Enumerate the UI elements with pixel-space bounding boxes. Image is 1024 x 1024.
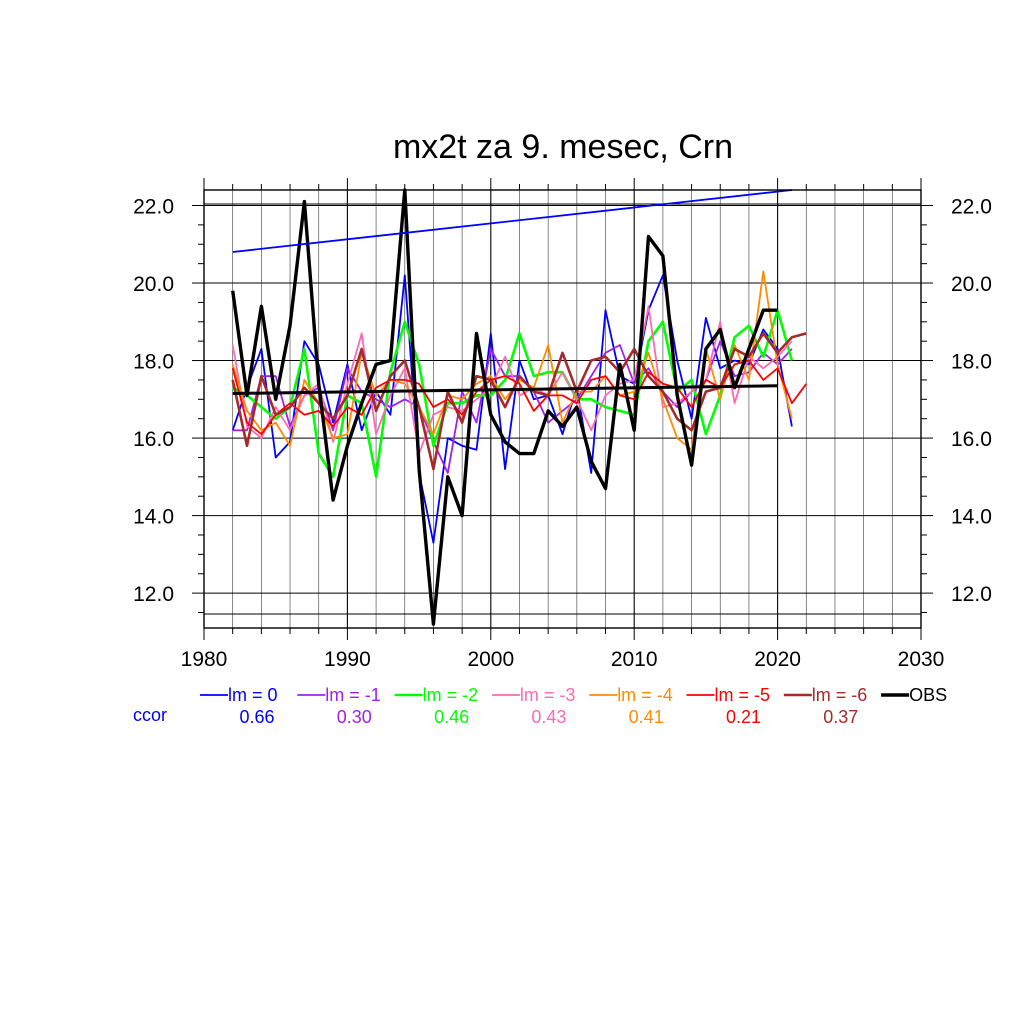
y-tick-label-right: 14.0 bbox=[951, 506, 992, 529]
legend-label: lm = 0 bbox=[228, 685, 278, 705]
legend-label: OBS bbox=[909, 685, 947, 705]
y-tick-label-left: 20.0 bbox=[133, 273, 174, 296]
y-tick-label-right: 22.0 bbox=[951, 196, 992, 219]
x-tick-label: 1980 bbox=[181, 648, 228, 671]
series-line bbox=[231, 188, 778, 626]
x-tick-label: 2000 bbox=[467, 648, 514, 671]
y-tick-label-left: 16.0 bbox=[133, 428, 174, 451]
y-tick-label-left: 18.0 bbox=[133, 351, 174, 374]
ccor-value: 0.21 bbox=[726, 707, 761, 727]
y-tick-label-left: 12.0 bbox=[133, 583, 174, 606]
ccor-value: 0.41 bbox=[629, 707, 664, 727]
y-tick-label-right: 12.0 bbox=[951, 583, 992, 606]
ccor-value: 0.30 bbox=[337, 707, 372, 727]
trend-line bbox=[232, 189, 793, 253]
y-tick-label-right: 20.0 bbox=[951, 273, 992, 296]
x-tick-label: 2030 bbox=[898, 648, 945, 671]
y-tick-label-left: 22.0 bbox=[133, 196, 174, 219]
legend-label: lm = -6 bbox=[812, 685, 868, 705]
x-tick-label: 2020 bbox=[754, 648, 801, 671]
legend-label: lm = -2 bbox=[423, 685, 479, 705]
legend-label: lm = -1 bbox=[325, 685, 381, 705]
trend-line bbox=[232, 384, 778, 395]
legend-label: lm = -5 bbox=[715, 685, 771, 705]
ccor-label: ccor bbox=[133, 705, 167, 725]
ccor-value: 0.43 bbox=[531, 707, 566, 727]
ccor-value: 0.46 bbox=[434, 707, 469, 727]
y-tick-label-left: 14.0 bbox=[133, 506, 174, 529]
plot-frame bbox=[203, 189, 922, 629]
x-tick-label: 1990 bbox=[324, 648, 371, 671]
ccor-value: 0.66 bbox=[239, 707, 274, 727]
legend-label: lm = -4 bbox=[617, 685, 673, 705]
legend-label: lm = -3 bbox=[520, 685, 576, 705]
ccor-value: 0.37 bbox=[823, 707, 858, 727]
y-tick-label-right: 16.0 bbox=[951, 428, 992, 451]
series-line bbox=[231, 332, 807, 471]
x-tick-label: 2010 bbox=[611, 648, 658, 671]
chart-title: mx2t za 9. mesec, Crn bbox=[393, 128, 733, 166]
series-line bbox=[231, 359, 808, 436]
tick-labels: 1980 1990 2000 2010 2020 2030 12.0 12.0 14.0 14.0… bbox=[133, 196, 992, 671]
trend-lines bbox=[232, 189, 793, 395]
y-tick-label-right: 18.0 bbox=[951, 351, 992, 374]
tick-marks bbox=[192, 178, 933, 640]
